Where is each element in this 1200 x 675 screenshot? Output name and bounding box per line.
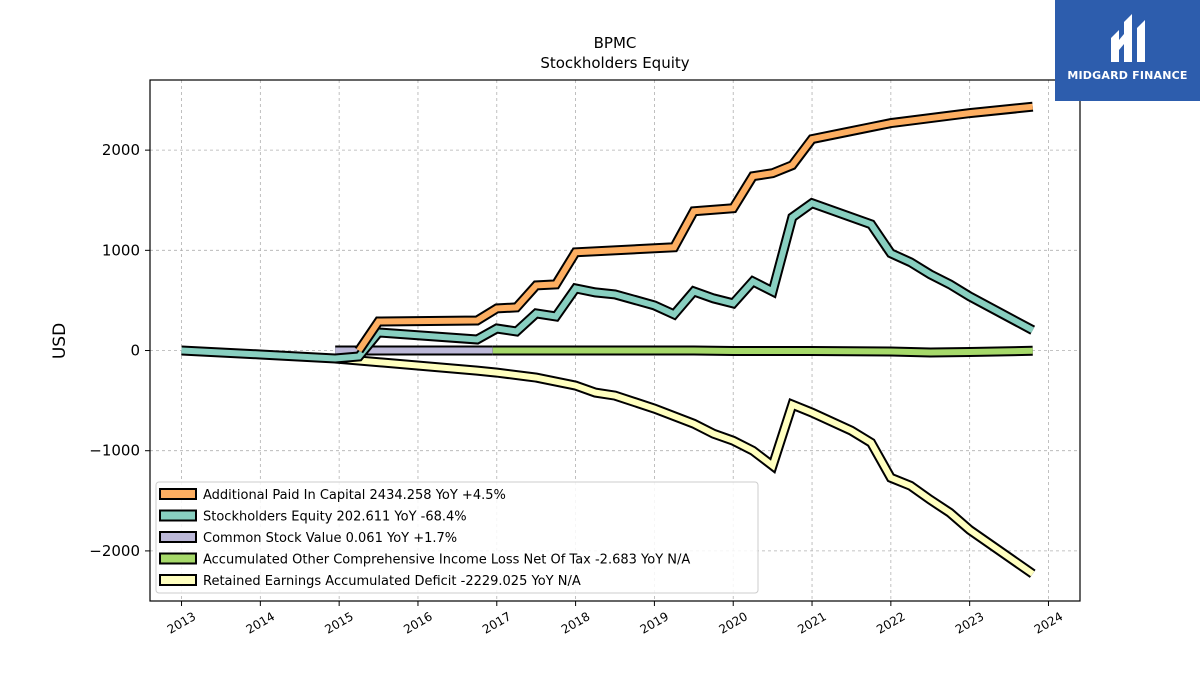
plot-frame <box>149 79 1081 602</box>
legend-label: Stockholders Equity 202.611 YoY -68.4% <box>203 510 467 525</box>
brand-name: MIDGARD FINANCE <box>1067 69 1188 82</box>
x-tick-label: 2023 <box>953 609 986 636</box>
x-tick-label: 2019 <box>638 609 671 636</box>
x-tick-label: 2016 <box>401 609 434 636</box>
y-tick-label: 1000 <box>102 241 140 259</box>
chart-title: BPMC <box>594 34 637 52</box>
x-tick-label: 2024 <box>1032 609 1065 636</box>
legend: Additional Paid In Capital 2434.258 YoY … <box>155 481 759 594</box>
x-tick-label: 2013 <box>165 609 198 636</box>
legend-box <box>155 481 759 594</box>
y-tick-label: −2000 <box>89 542 140 560</box>
x-tick-label: 2017 <box>480 609 513 636</box>
legend-label: Accumulated Other Comprehensive Income L… <box>203 553 690 568</box>
x-tick-label: 2015 <box>322 609 355 636</box>
x-tick-label: 2021 <box>795 609 828 636</box>
brand-mark-icon <box>1111 14 1145 62</box>
x-tick-label: 2018 <box>559 609 592 636</box>
x-tick-label: 2020 <box>716 609 749 636</box>
brand-logo: MIDGARD FINANCE <box>1055 0 1200 101</box>
y-tick-label: −1000 <box>89 442 140 460</box>
y-tick-label: 2000 <box>102 141 140 159</box>
x-tick-label: 2022 <box>874 609 907 636</box>
series-line-outline <box>354 101 1034 354</box>
x-tick-label: 2014 <box>244 609 277 636</box>
legend-swatch <box>159 574 197 586</box>
legend-swatch <box>159 509 197 522</box>
legend-swatch <box>159 552 197 565</box>
series-line <box>492 347 1033 356</box>
series-group <box>181 101 1036 578</box>
legend-swatch <box>159 488 197 500</box>
y-tick-label: 0 <box>130 342 140 360</box>
legend-label: Common Stock Value 0.061 YoY +1.7% <box>203 531 457 546</box>
series-line <box>334 355 1035 577</box>
legend-swatch <box>159 531 197 543</box>
legend-label: Additional Paid In Capital 2434.258 YoY … <box>203 488 506 503</box>
series-line-outline <box>181 197 1036 364</box>
legend-label: Retained Earnings Accumulated Deficit -2… <box>203 574 581 589</box>
chart-subtitle: Stockholders Equity <box>540 54 689 72</box>
series-line <box>356 103 1034 353</box>
series-line <box>181 199 1035 362</box>
y-axis-label: USD <box>50 323 70 359</box>
